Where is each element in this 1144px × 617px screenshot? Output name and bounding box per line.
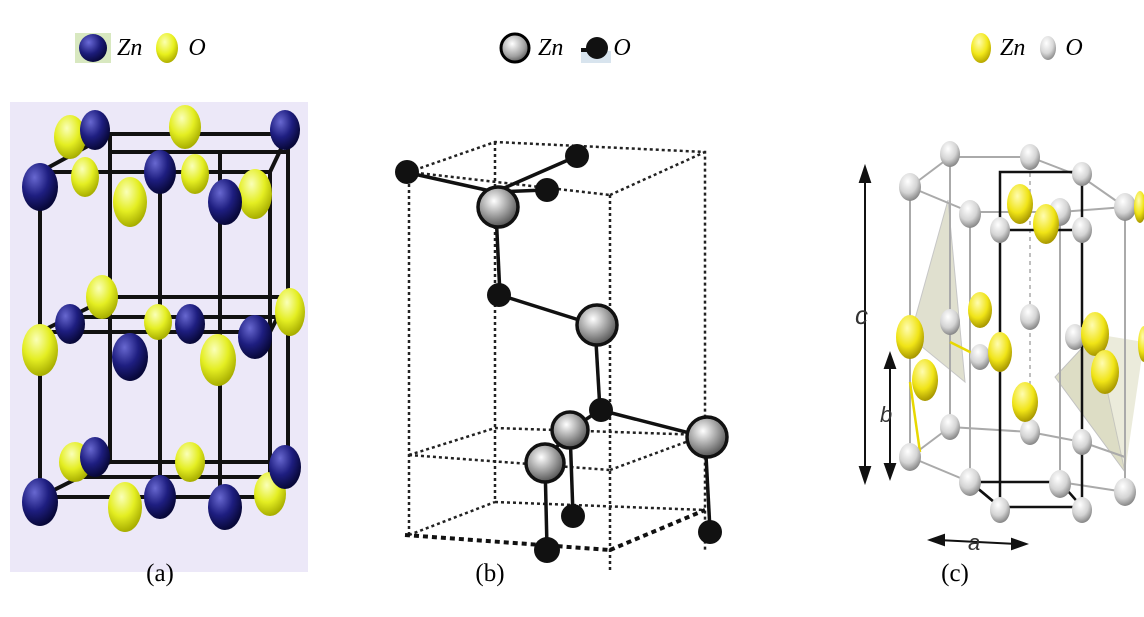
legend-c-o-label: O [1065,34,1083,61]
panel-b: Zn O [320,0,800,617]
o-sphere-icon [1040,36,1057,60]
panel-c: Zn O c b a [800,0,1144,617]
zn-sphere-icon [499,32,531,64]
legend-b: Zn O [498,30,631,66]
legend-a-zn-label: Zn [117,34,143,61]
legend-c-zn-label: Zn [1000,34,1026,61]
caption-a: (a) [146,560,174,587]
caption-c: (c) [941,560,969,587]
zinc-blende-crystal [10,102,308,572]
axis-label-c: c [855,300,868,330]
o-sphere-icon [156,33,179,63]
legend-b-o-label: O [613,34,631,61]
axis-label-b: b [880,402,892,427]
zn-atoms [896,184,1144,422]
legend-c: Zn O [968,30,1083,66]
o-atoms [395,144,722,563]
wurtzite-unit-cell [395,140,729,570]
axis-label-a: a [968,530,980,552]
o-atoms [899,141,1136,523]
o-sphere-icon [581,37,612,63]
caption-b: (b) [475,560,505,587]
zn-atoms [476,185,729,484]
o-atoms [22,105,305,532]
hexagonal-wurtzite-lattice: c b a [855,141,1144,552]
legend-a-o-label: O [188,34,206,61]
legend-b-zn-label: Zn [538,34,564,61]
zn-sphere-icon [75,33,111,63]
zn-atoms [22,110,301,530]
zn-sphere-icon [971,33,991,63]
legend-a: Zn O [75,30,206,66]
panel-a: Zn O [0,0,320,617]
